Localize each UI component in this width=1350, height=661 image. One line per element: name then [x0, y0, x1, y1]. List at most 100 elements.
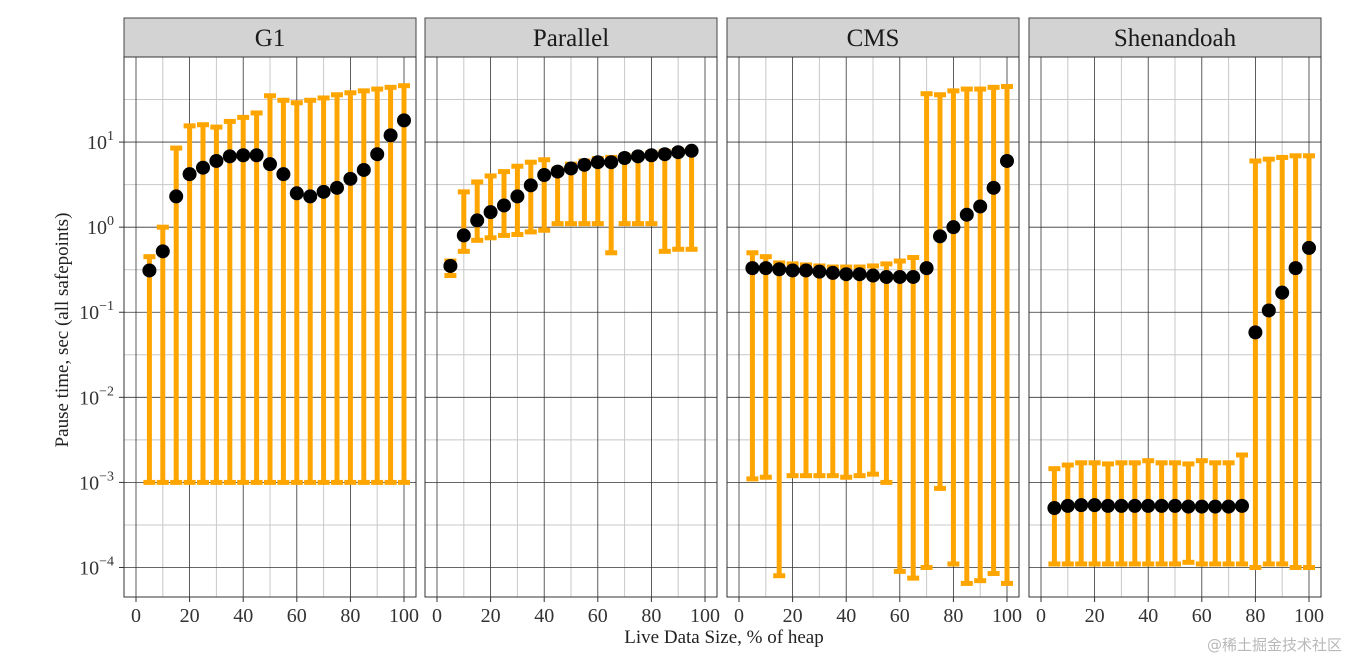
data-point — [1087, 498, 1102, 513]
data-point — [249, 148, 264, 163]
data-point — [564, 161, 578, 176]
data-point — [497, 198, 511, 213]
x-tick-label: 80 — [340, 605, 360, 627]
panel-border — [726, 56, 1020, 598]
data-point — [745, 261, 760, 276]
data-point — [839, 267, 854, 282]
data-point — [142, 263, 157, 278]
data-point — [825, 265, 840, 280]
data-point — [590, 155, 605, 170]
x-tick-label: 40 — [1138, 605, 1158, 627]
x-tick-label: 0 — [432, 605, 442, 627]
y-tick-label: 10−1 — [79, 299, 114, 324]
data-point — [1235, 498, 1249, 513]
data-point — [986, 180, 1001, 195]
panel-border — [1028, 56, 1322, 598]
y-tick-label: 101 — [87, 129, 114, 154]
data-point — [1288, 261, 1303, 276]
data-point — [316, 184, 331, 199]
data-point — [397, 113, 411, 128]
data-point — [1074, 498, 1089, 513]
data-point — [933, 229, 947, 244]
data-point — [209, 153, 224, 168]
x-tick-label: 20 — [1085, 605, 1105, 627]
data-point — [799, 263, 813, 278]
facet-shenandoah: Shenandoah 0 20 40 60 80 100 — [1028, 17, 1324, 627]
data-point — [289, 186, 304, 201]
data-point — [263, 157, 277, 172]
x-tick-label: 100 — [1294, 605, 1324, 627]
x-tick-label: 60 — [1192, 605, 1212, 627]
y-tick-label: 10−4 — [79, 554, 114, 579]
data-point — [276, 167, 291, 182]
data-point — [1154, 498, 1169, 513]
facet-panels: G1 0 20 40 60 80 100 Parallel 0 20 40 60 80 100 CMS 0 20… — [123, 17, 1324, 627]
watermark-label: @稀土掘金技术社区 — [1206, 636, 1342, 654]
x-tick-label: 0 — [734, 605, 744, 627]
x-tick-label: 80 — [1245, 605, 1265, 627]
data-point — [644, 148, 659, 163]
x-tick-label: 100 — [690, 605, 720, 627]
x-tick-label: 40 — [233, 605, 253, 627]
data-point — [1000, 153, 1014, 168]
x-tick-label: 100 — [992, 605, 1022, 627]
facet-strip — [726, 17, 1020, 58]
data-point — [443, 258, 458, 273]
data-point — [1060, 498, 1075, 513]
panel-border — [123, 56, 417, 598]
data-point — [657, 147, 672, 162]
data-point — [343, 171, 358, 186]
x-tick-label: 80 — [943, 605, 963, 627]
data-point — [617, 151, 632, 166]
data-point — [604, 155, 619, 170]
facet-strip — [1028, 17, 1322, 58]
x-tick-label: 40 — [534, 605, 554, 627]
data-point — [631, 149, 645, 164]
facet-parallel: Parallel 0 20 40 60 80 100 — [424, 17, 720, 627]
data-point — [550, 164, 565, 179]
data-point — [892, 269, 907, 284]
data-point — [785, 263, 800, 278]
data-point — [1302, 240, 1316, 255]
facet-cms: CMS 0 20 40 60 80 100 — [726, 17, 1022, 627]
data-point — [222, 149, 237, 164]
data-point — [330, 180, 344, 195]
data-point — [383, 128, 398, 143]
facet-title: G1 — [255, 25, 286, 52]
data-point — [1261, 303, 1276, 318]
data-point — [758, 261, 773, 276]
data-point — [1168, 498, 1182, 513]
x-tick-label: 60 — [588, 605, 608, 627]
data-point — [1208, 499, 1223, 514]
data-point — [470, 213, 485, 228]
data-point — [1141, 498, 1156, 513]
facet-title: Parallel — [533, 25, 609, 52]
data-point — [1194, 499, 1209, 514]
x-tick-label: 100 — [389, 605, 419, 627]
data-point — [577, 157, 592, 172]
x-tick-label: 20 — [180, 605, 200, 627]
x-tick-label: 0 — [131, 605, 141, 627]
x-tick-label: 20 — [481, 605, 501, 627]
data-point — [866, 268, 880, 283]
data-point — [946, 220, 961, 235]
data-point — [959, 207, 974, 222]
data-point — [973, 199, 988, 214]
data-point — [1127, 498, 1142, 513]
data-point — [852, 267, 867, 282]
facet-strip — [424, 17, 718, 58]
data-point — [919, 261, 934, 276]
data-point — [1047, 501, 1062, 516]
data-point — [1101, 498, 1115, 513]
data-point — [510, 189, 525, 204]
x-tick-label: 40 — [836, 605, 856, 627]
x-tick-label: 60 — [890, 605, 910, 627]
data-point — [155, 244, 170, 259]
y-tick-label: 100 — [87, 214, 114, 239]
x-axis-title: Live Data Size, % of heap — [624, 627, 823, 648]
data-point — [483, 205, 498, 220]
data-point — [456, 228, 471, 243]
data-point — [684, 143, 699, 158]
data-point — [523, 178, 538, 193]
